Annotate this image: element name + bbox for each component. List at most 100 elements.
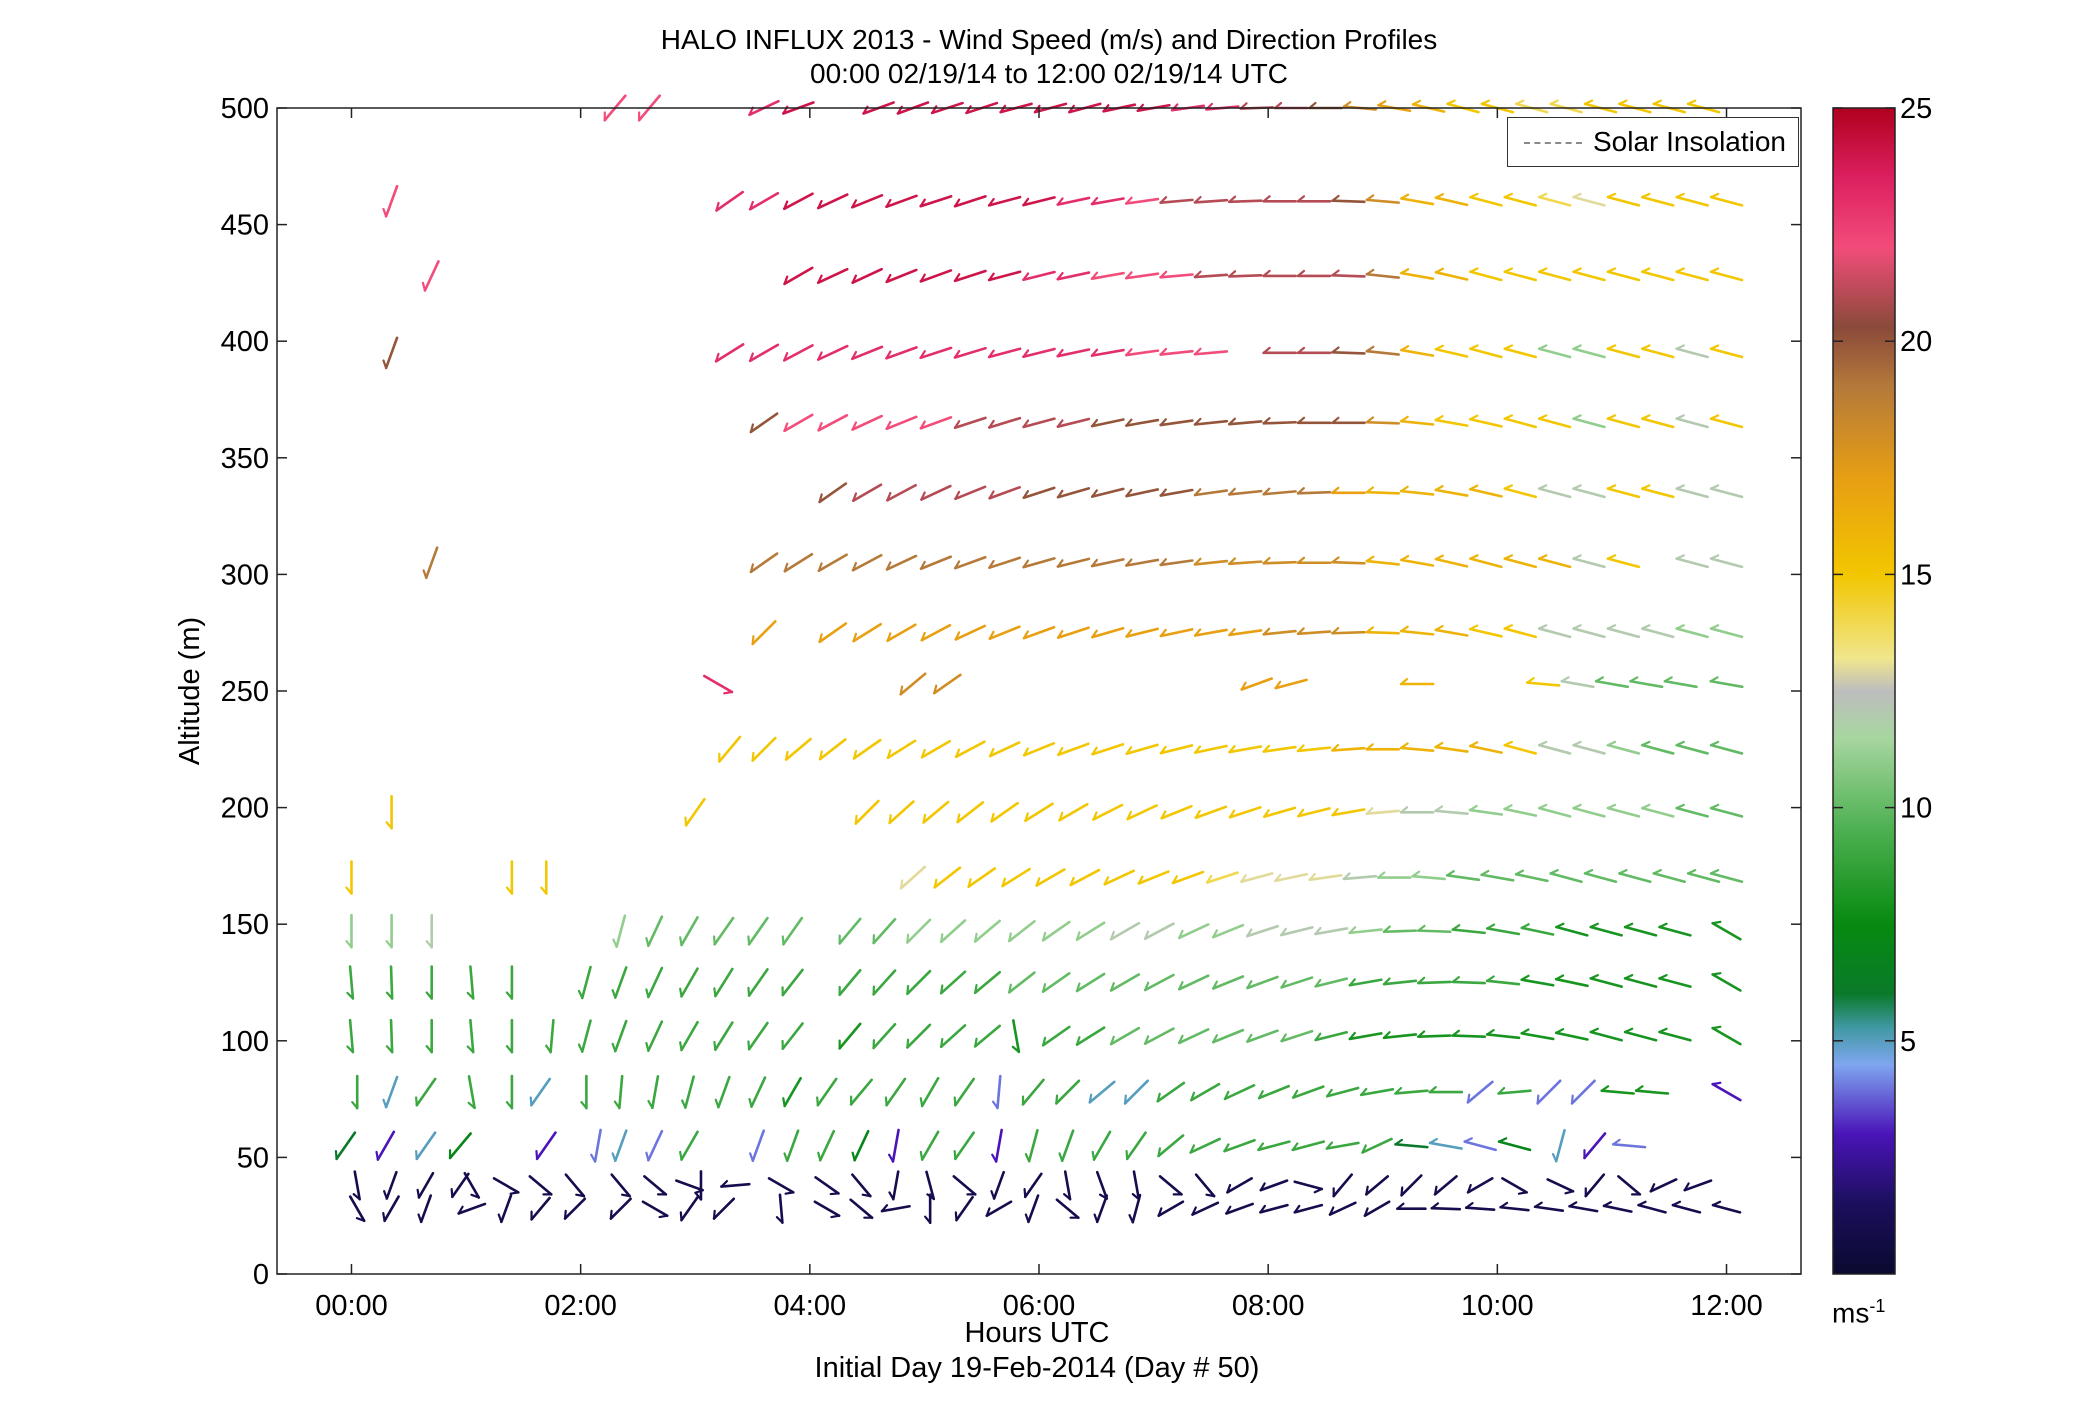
wind-barb — [1365, 345, 1400, 356]
wind-barb-flag — [1228, 487, 1236, 496]
wind-barb — [1623, 922, 1658, 937]
wind-barb-shaft — [680, 1130, 699, 1161]
wind-barb — [988, 416, 1022, 429]
wind-barb-flag — [1365, 486, 1375, 494]
wind-barb — [1022, 417, 1056, 429]
wind-barb — [375, 1130, 396, 1161]
wind-barb-shaft — [1296, 490, 1332, 495]
wind-barb — [1041, 972, 1071, 993]
wind-barb-shaft — [1430, 1206, 1462, 1211]
wind-barb-flag — [1671, 1200, 1682, 1207]
wind-barb-flag — [1159, 347, 1168, 356]
wind-barb-shaft — [1428, 1141, 1463, 1150]
wind-barb-flag — [924, 1215, 932, 1224]
wind-barb-flag — [1008, 983, 1012, 994]
wind-barb — [647, 1075, 660, 1110]
y-tick-label: 250 — [221, 676, 269, 708]
wind-barb-flag — [1606, 803, 1617, 810]
wind-barb-flag — [1246, 980, 1253, 990]
wind-barb — [1549, 99, 1583, 114]
wind-barb-flag — [1137, 875, 1144, 885]
wind-barb-flag — [919, 560, 926, 570]
wind-barb-shaft — [1709, 872, 1744, 884]
wind-barb — [382, 336, 399, 370]
wind-barb — [886, 739, 917, 760]
wind-barb-shaft — [749, 412, 779, 434]
wind-barb-shaft — [1606, 417, 1641, 429]
wind-barb-shaft — [1027, 1128, 1039, 1163]
wind-barb — [920, 623, 952, 642]
y-tick-label: 400 — [221, 326, 269, 358]
wind-barb-shaft — [1001, 867, 1031, 888]
wind-barb-shaft — [1497, 1089, 1532, 1095]
wind-barb-flag — [783, 1152, 789, 1162]
wind-barb — [933, 866, 962, 889]
wind-barb — [1400, 1174, 1423, 1197]
chart-title: HALO INFLUX 2013 - Wind Speed (m/s) and … — [660, 24, 1438, 55]
wind-barb-flag — [933, 878, 938, 889]
wind-barb — [1594, 676, 1629, 689]
wind-barb — [1675, 554, 1709, 569]
legend-dashed-line — [1524, 142, 1582, 144]
wind-barb-flag — [886, 749, 892, 759]
wind-barb — [1394, 1086, 1429, 1095]
wind-barb-flag — [1675, 740, 1685, 747]
wind-barb — [953, 346, 987, 359]
wind-barb-shaft — [1617, 1175, 1642, 1196]
wind-barb — [1296, 627, 1332, 636]
wind-barb-shaft — [1709, 347, 1744, 359]
wind-barb — [1342, 872, 1378, 881]
wind-barb — [1468, 624, 1503, 638]
wind-barb-flag — [749, 1152, 754, 1162]
wind-barb-flag — [1709, 740, 1720, 747]
wind-barb-flag — [470, 1193, 480, 1199]
wind-barb-flag — [974, 932, 978, 943]
wind-barb — [872, 918, 897, 945]
wind-barb — [1348, 1031, 1383, 1041]
wind-barb-shaft — [451, 1172, 470, 1199]
wind-barb-shaft — [852, 738, 882, 760]
wind-barb — [457, 1202, 487, 1215]
wind-barb-flag — [645, 988, 650, 999]
wind-barb-flag — [1159, 418, 1168, 427]
wind-barb-flag — [575, 1193, 586, 1198]
wind-barb-flag — [1091, 558, 1099, 568]
wind-barb-flag — [919, 350, 926, 359]
wind-barb-shaft — [1555, 925, 1589, 937]
wind-barb-shaft — [967, 867, 997, 889]
wind-barb-shaft — [1157, 1200, 1185, 1218]
wind-barb-flag — [609, 1209, 613, 1220]
wind-barb — [1279, 926, 1314, 937]
wind-barb-shaft — [1365, 490, 1401, 495]
wind-barb — [1331, 743, 1366, 752]
wind-barb — [850, 193, 884, 209]
wind-barb — [1468, 414, 1503, 428]
wind-barb-flag — [611, 1042, 617, 1053]
wind-barb-flag — [1328, 1206, 1335, 1216]
wind-barb-flag — [1273, 101, 1283, 110]
wind-barb-flag — [1292, 1089, 1299, 1099]
wind-barb-flag — [749, 563, 755, 574]
wind-barb-shaft — [1468, 417, 1503, 428]
wind-barb-shaft — [1189, 1137, 1221, 1154]
wind-barb-shaft — [1246, 975, 1279, 990]
wind-barb-flag — [1446, 870, 1455, 877]
wind-barb — [988, 741, 1021, 758]
wind-barb-flag — [416, 1188, 421, 1199]
wind-barb — [782, 344, 814, 362]
wind-barb-flag — [919, 420, 926, 430]
wind-barb-flag — [712, 1209, 716, 1220]
wind-barb-shaft — [838, 917, 862, 945]
wind-barb-shaft — [1296, 746, 1332, 753]
wind-barb-shaft — [1331, 808, 1366, 817]
wind-barb-shaft — [1469, 195, 1503, 207]
wind-barb-flag — [919, 198, 926, 208]
wind-barb-shaft — [1533, 1205, 1565, 1212]
wind-barb-flag — [1296, 744, 1305, 753]
wind-barb-shaft — [973, 1024, 1001, 1048]
wind-barb — [781, 916, 804, 946]
wind-barb — [679, 1195, 699, 1222]
wind-barb-flag — [1103, 876, 1110, 886]
wind-barb-shaft — [1554, 1128, 1566, 1163]
wind-barb-shaft — [1027, 1194, 1040, 1224]
